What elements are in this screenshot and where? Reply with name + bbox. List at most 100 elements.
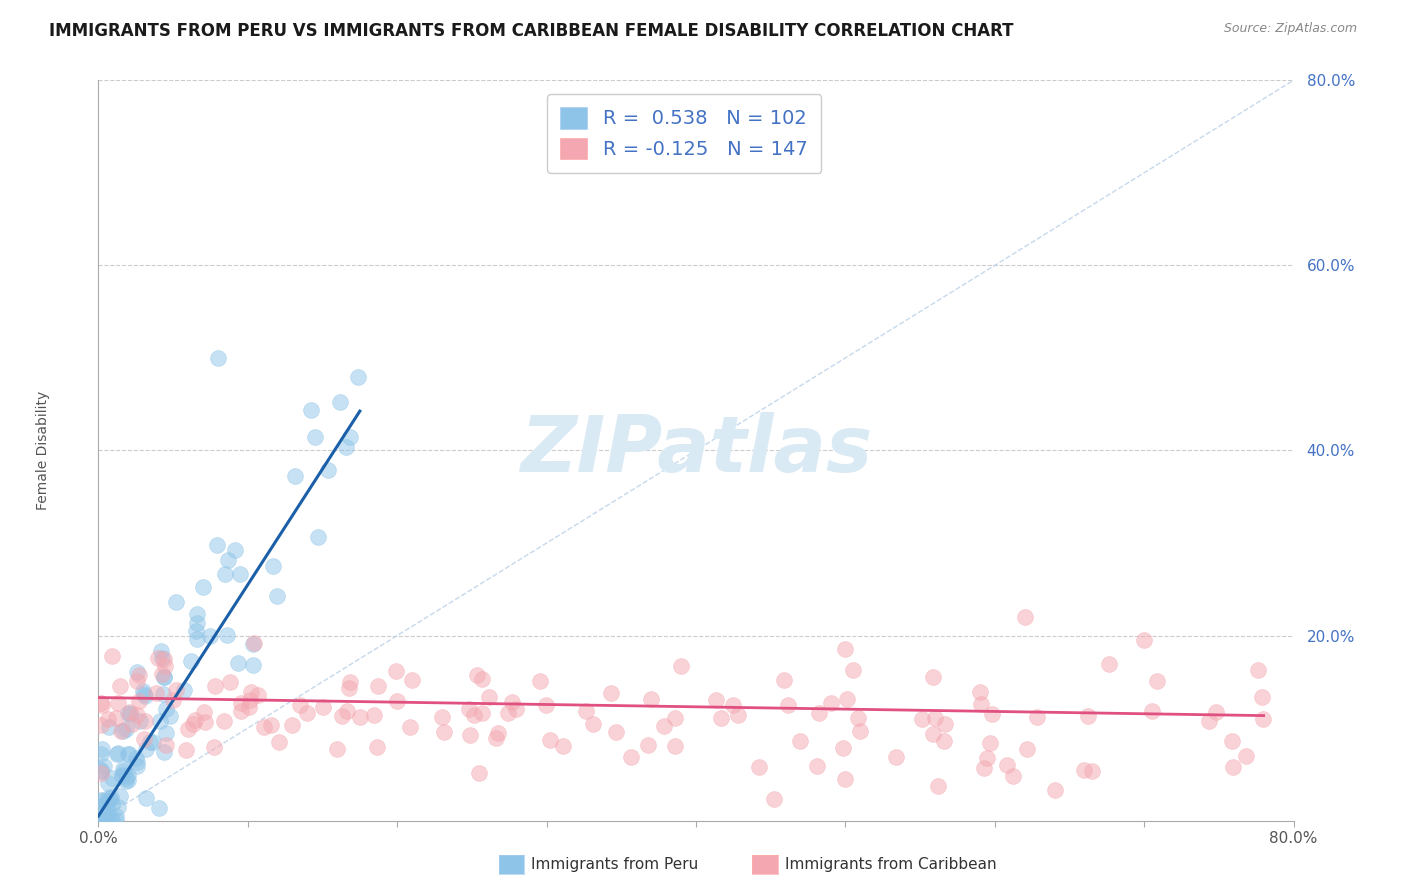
- Point: [399, 720, 422, 734]
- Point: [336, 704, 359, 718]
- Point: [1140, 704, 1163, 718]
- Point: [205, 538, 228, 552]
- Point: [231, 704, 253, 718]
- Point: [834, 772, 856, 786]
- Text: Source: ZipAtlas.com: Source: ZipAtlas.com: [1223, 22, 1357, 36]
- Point: [1220, 734, 1243, 748]
- Point: [325, 741, 347, 756]
- Point: [297, 706, 319, 720]
- Point: [842, 664, 865, 678]
- Point: [111, 768, 134, 782]
- Point: [115, 774, 138, 789]
- Point: [107, 747, 129, 761]
- Point: [762, 792, 785, 806]
- Point: [1077, 709, 1099, 723]
- Point: [90, 813, 112, 827]
- Point: [252, 720, 274, 734]
- Point: [339, 430, 361, 444]
- Point: [191, 580, 214, 594]
- Point: [101, 648, 124, 663]
- Text: Immigrants from Caribbean: Immigrants from Caribbean: [785, 857, 997, 871]
- Point: [153, 651, 176, 665]
- Point: [806, 758, 828, 772]
- Point: [108, 789, 131, 803]
- Point: [1014, 610, 1036, 624]
- Point: [288, 698, 311, 712]
- Point: [149, 714, 172, 728]
- Point: [117, 747, 139, 761]
- Point: [224, 542, 246, 557]
- Point: [529, 673, 551, 688]
- Point: [121, 717, 143, 731]
- Point: [267, 734, 290, 748]
- Point: [776, 698, 799, 712]
- Point: [155, 726, 177, 740]
- Point: [101, 813, 124, 827]
- Point: [366, 739, 388, 754]
- Point: [910, 712, 932, 726]
- Point: [1198, 714, 1220, 729]
- Point: [284, 469, 307, 483]
- Point: [1045, 783, 1067, 797]
- Point: [148, 801, 170, 815]
- Point: [90, 765, 112, 780]
- Point: [97, 791, 120, 805]
- Point: [101, 797, 124, 811]
- Point: [117, 772, 139, 787]
- Point: [91, 813, 114, 827]
- Point: [433, 725, 456, 739]
- Point: [260, 718, 283, 732]
- Point: [311, 700, 333, 714]
- Point: [640, 692, 662, 706]
- Point: [1098, 657, 1121, 671]
- Point: [98, 792, 121, 806]
- Point: [217, 553, 239, 567]
- Point: [652, 719, 675, 733]
- Point: [973, 761, 995, 775]
- Point: [145, 686, 167, 700]
- Point: [471, 673, 494, 687]
- Point: [138, 735, 160, 749]
- Point: [669, 658, 692, 673]
- Point: [980, 707, 1002, 722]
- Point: [299, 403, 322, 417]
- Point: [105, 711, 128, 725]
- Point: [90, 718, 112, 732]
- Point: [339, 675, 361, 690]
- Point: [184, 713, 207, 727]
- Point: [117, 768, 139, 782]
- Point: [152, 687, 174, 701]
- Point: [363, 708, 385, 723]
- Point: [112, 762, 135, 776]
- Point: [1002, 769, 1025, 783]
- Point: [772, 673, 794, 688]
- Point: [180, 654, 202, 668]
- Point: [194, 715, 217, 730]
- Point: [96, 805, 118, 819]
- Point: [347, 370, 370, 384]
- Point: [202, 739, 225, 754]
- Point: [330, 709, 353, 723]
- Point: [995, 757, 1018, 772]
- Point: [247, 688, 270, 702]
- Point: [105, 813, 128, 827]
- Point: [135, 791, 157, 805]
- Point: [152, 670, 174, 684]
- Point: [304, 429, 326, 443]
- Point: [91, 698, 114, 712]
- Text: ZIPatlas: ZIPatlas: [520, 412, 872, 489]
- Point: [96, 802, 118, 816]
- Point: [97, 712, 120, 726]
- Point: [134, 689, 156, 703]
- Point: [90, 696, 112, 710]
- Point: [239, 693, 262, 707]
- Point: [922, 670, 945, 684]
- Point: [976, 750, 998, 764]
- Point: [367, 679, 389, 693]
- Point: [240, 685, 263, 699]
- Point: [808, 706, 831, 721]
- Point: [111, 769, 134, 783]
- Point: [97, 776, 120, 790]
- Point: [100, 789, 122, 804]
- Point: [128, 667, 150, 681]
